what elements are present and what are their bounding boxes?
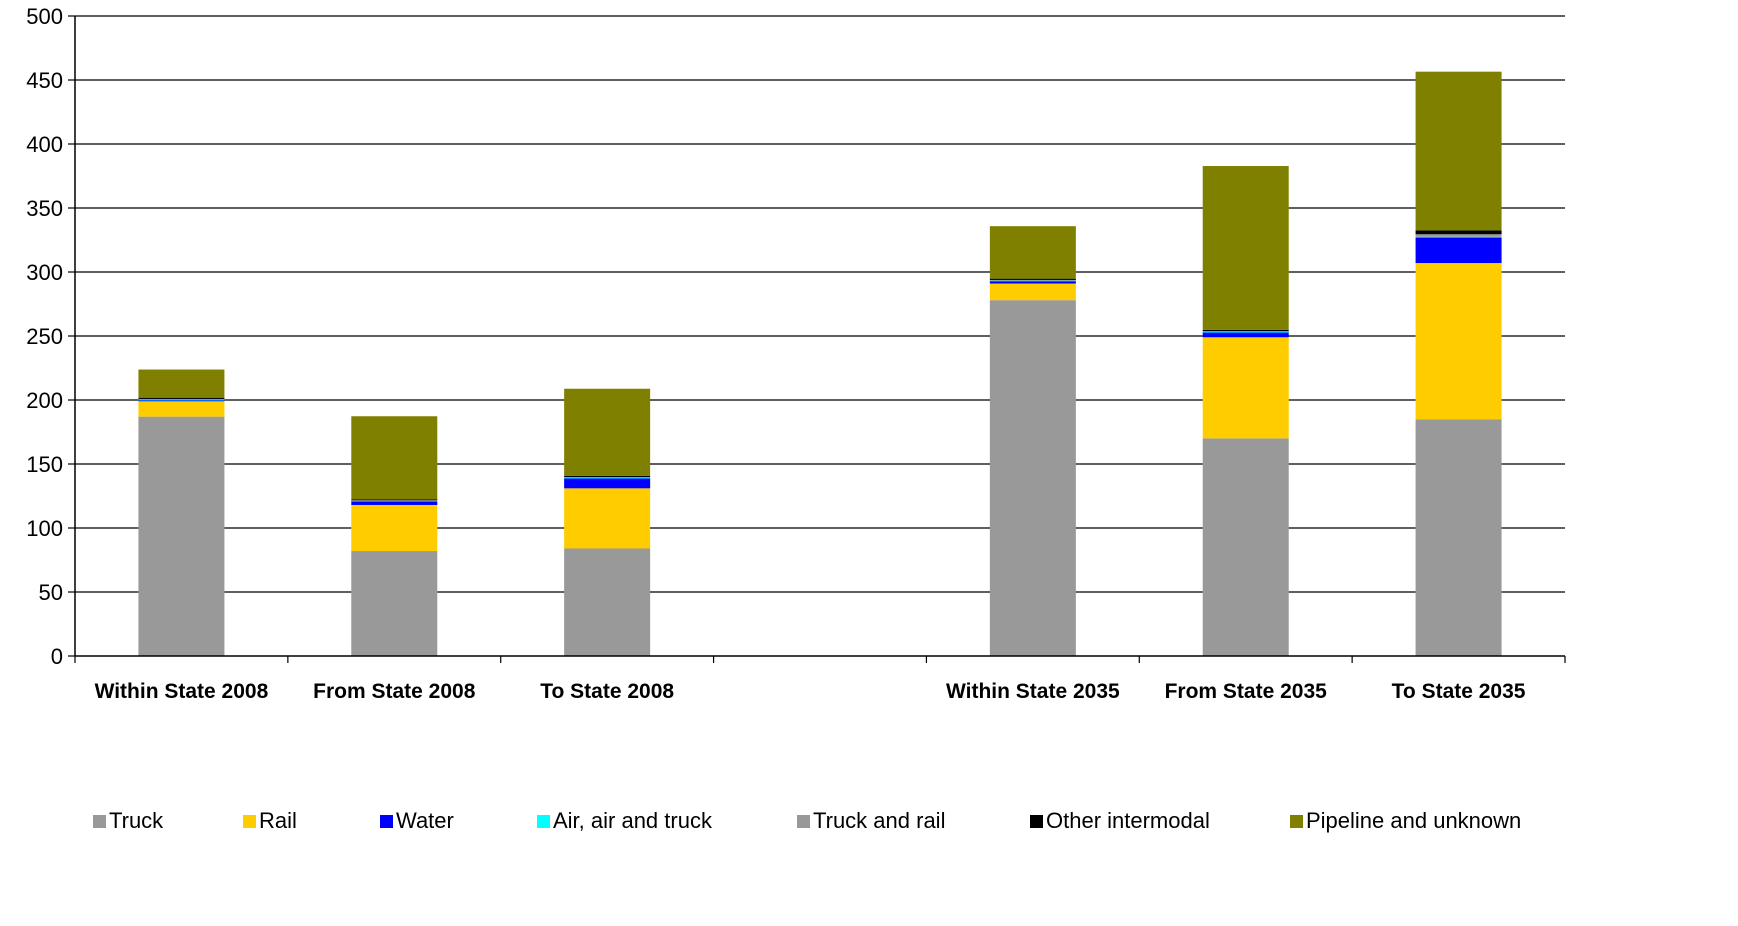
bar-segment-pipeline-and-unknown (989, 226, 1076, 279)
bar-segment-air-air-and-truck (989, 280, 1076, 282)
y-tick-label: 250 (26, 324, 63, 349)
x-category-label: To State 2035 (1392, 680, 1526, 703)
bar-segment-rail (138, 401, 225, 417)
bar-segment-pipeline-and-unknown (564, 388, 651, 476)
bar-segment-other-intermodal (351, 499, 438, 501)
x-axis-labels: Within State 2008 From State 2008 To State… (95, 680, 1526, 703)
y-axis-ticks: 0 50 100 150 200 250 300 350 400 450 500 (26, 4, 63, 669)
x-category-label: Within State 2008 (95, 680, 269, 703)
bar-segment-water (1415, 237, 1502, 264)
y-tick-label: 0 (51, 644, 63, 669)
bar-segment-other-intermodal (564, 475, 651, 478)
legend-label: Air, air and truck (553, 808, 713, 833)
bar-segment-other-intermodal (989, 278, 1076, 280)
bars (138, 71, 1502, 656)
legend-label: Rail (259, 808, 297, 833)
y-tick-label: 350 (26, 196, 63, 221)
bar-segment-air-air-and-truck (1415, 236, 1502, 238)
legend-swatch (1030, 815, 1043, 828)
y-tick-label: 500 (26, 4, 63, 29)
bar-segment-truck (989, 300, 1076, 656)
legend-swatch (797, 815, 810, 828)
bar-segment-truck-and-rail (564, 477, 651, 478)
bar-segment-truck (1202, 438, 1289, 656)
bar-segment-water (138, 400, 225, 402)
y-tick-label: 400 (26, 132, 63, 157)
bar-segment-pipeline-and-unknown (1415, 71, 1502, 231)
y-tick-label: 450 (26, 68, 63, 93)
bar-segment-pipeline-and-unknown (1202, 166, 1289, 330)
legend-label: Truck and rail (813, 808, 945, 833)
x-category-label: Within State 2035 (946, 680, 1120, 703)
axes (68, 15, 1566, 663)
bar-segment-other-intermodal (138, 397, 225, 399)
legend-label: Truck (109, 808, 164, 833)
bar-segment-truck-and-rail (138, 398, 225, 400)
bar-segment-truck-and-rail (1202, 331, 1289, 332)
gridlines (75, 15, 1565, 593)
bar-segment-truck-and-rail (351, 500, 438, 501)
bar-segment-water (351, 501, 438, 505)
legend-swatch (93, 815, 106, 828)
bar-segment-air-air-and-truck (138, 399, 225, 401)
bar-segment-truck (1415, 419, 1502, 656)
y-tick-label: 200 (26, 388, 63, 413)
legend-label: Pipeline and unknown (1306, 808, 1521, 833)
legend-label: Other intermodal (1046, 808, 1210, 833)
bar-segment-rail (1202, 337, 1289, 439)
bar-segment-truck (564, 548, 651, 656)
x-category-label: To State 2008 (540, 680, 674, 703)
bar-segment-rail (564, 488, 651, 549)
x-category-label: From State 2008 (313, 680, 476, 703)
bar-segment-water (989, 280, 1076, 284)
legend-swatch (537, 815, 550, 828)
legend-swatch (380, 815, 393, 828)
legend-swatch (1290, 815, 1303, 828)
x-category-label: From State 2035 (1165, 680, 1328, 703)
y-tick-label: 300 (26, 260, 63, 285)
bar-segment-rail (989, 283, 1076, 301)
bar-segment-truck-and-rail (1415, 234, 1502, 237)
legend-label: Water (396, 808, 454, 833)
bar-segment-air-air-and-truck (351, 500, 438, 502)
bar-segment-truck (138, 416, 225, 656)
bar-segment-water (1202, 332, 1289, 338)
bar-segment-water (564, 478, 651, 489)
y-tick-label: 50 (39, 580, 63, 605)
bar-segment-truck-and-rail (989, 279, 1076, 281)
y-tick-label: 150 (26, 452, 63, 477)
bar-segment-rail (351, 504, 438, 552)
bar-segment-air-air-and-truck (564, 477, 651, 479)
bar-segment-air-air-and-truck (1202, 331, 1289, 333)
bar-segment-pipeline-and-unknown (351, 416, 438, 500)
bar-segment-other-intermodal (1202, 329, 1289, 332)
legend: Truck Rail Water Air, air and truck Truck an… (93, 808, 1521, 833)
legend-swatch (243, 815, 256, 828)
y-tick-label: 100 (26, 516, 63, 541)
bar-segment-other-intermodal (1415, 230, 1502, 235)
bar-segment-pipeline-and-unknown (138, 369, 225, 398)
bar-segment-rail (1415, 263, 1502, 420)
bar-segment-truck (351, 551, 438, 656)
